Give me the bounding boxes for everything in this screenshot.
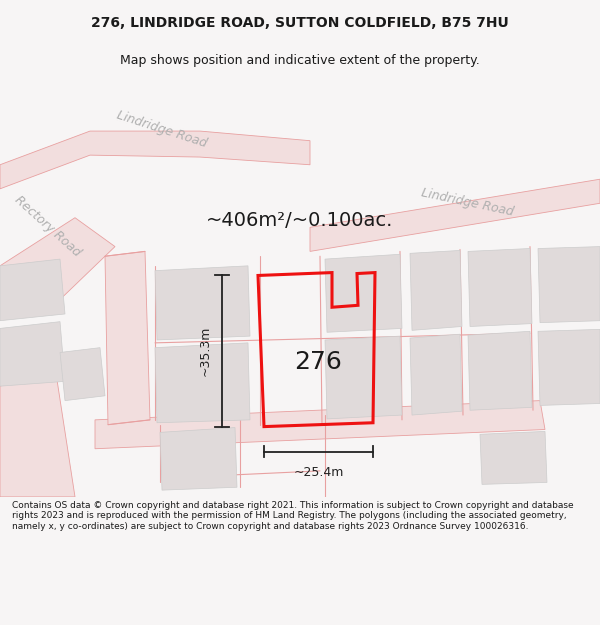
Text: 276, LINDRIDGE ROAD, SUTTON COLDFIELD, B75 7HU: 276, LINDRIDGE ROAD, SUTTON COLDFIELD, B… (91, 16, 509, 31)
Polygon shape (0, 322, 65, 386)
Polygon shape (480, 431, 547, 484)
Text: ~406m²/~0.100ac.: ~406m²/~0.100ac. (206, 211, 394, 230)
Text: ~25.4m: ~25.4m (293, 466, 344, 479)
Text: 276: 276 (294, 350, 342, 374)
Polygon shape (155, 343, 250, 422)
Polygon shape (0, 367, 75, 497)
Polygon shape (325, 254, 402, 332)
Polygon shape (60, 348, 105, 401)
Text: ~35.3m: ~35.3m (199, 326, 212, 376)
Polygon shape (160, 428, 237, 490)
Text: Lindridge Road: Lindridge Road (115, 109, 209, 151)
Polygon shape (0, 131, 310, 189)
Polygon shape (0, 217, 115, 309)
Text: Lindridge Road: Lindridge Road (420, 186, 515, 219)
Polygon shape (468, 249, 532, 326)
Polygon shape (155, 266, 250, 340)
Polygon shape (95, 401, 545, 449)
Polygon shape (410, 251, 462, 331)
Text: Contains OS data © Crown copyright and database right 2021. This information is : Contains OS data © Crown copyright and d… (12, 501, 574, 531)
Polygon shape (325, 336, 402, 419)
Polygon shape (410, 334, 462, 415)
Text: Map shows position and indicative extent of the property.: Map shows position and indicative extent… (120, 54, 480, 68)
Polygon shape (538, 247, 600, 322)
Polygon shape (0, 259, 65, 321)
Polygon shape (468, 331, 532, 410)
Text: Rectory Road: Rectory Road (12, 193, 83, 259)
Polygon shape (105, 251, 150, 424)
Polygon shape (538, 329, 600, 406)
Polygon shape (310, 179, 600, 251)
